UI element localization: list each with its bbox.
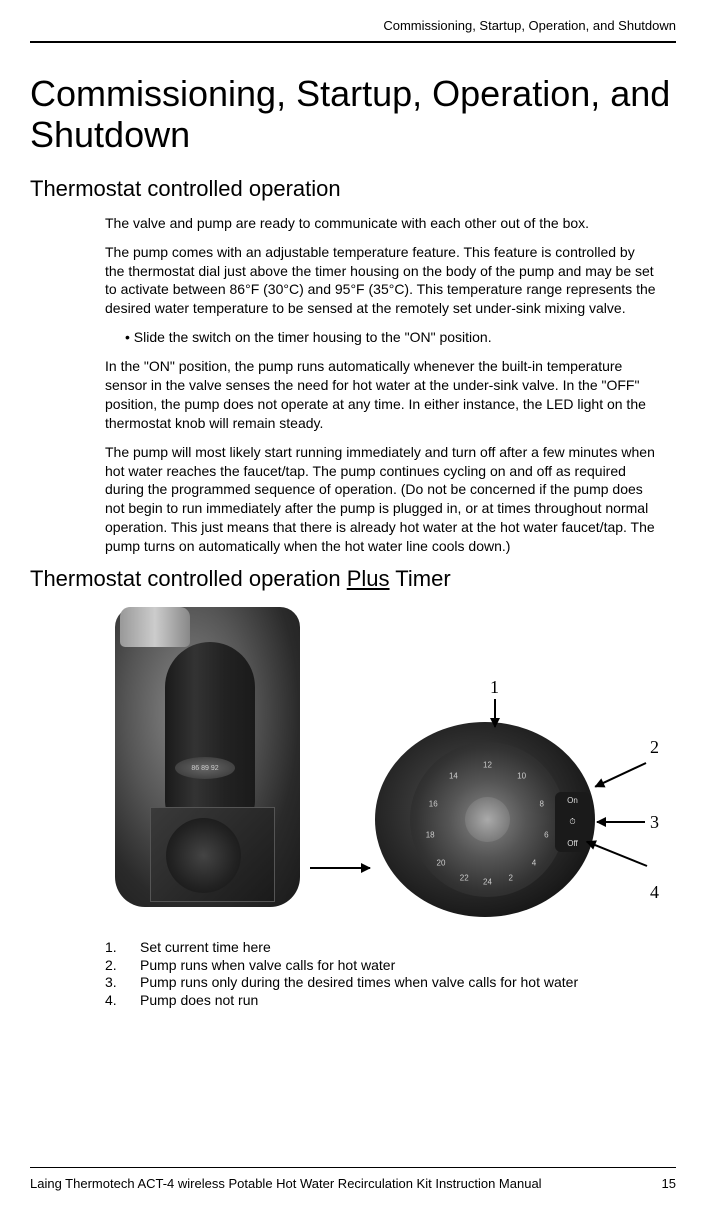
- legend-item-2: 2. Pump runs when valve calls for hot wa…: [105, 957, 676, 975]
- figure: 86 89 92 12 10 8 6 4 2 24 22 20 18 16 14: [105, 607, 676, 927]
- legend-item-1: 1. Set current time here: [105, 939, 676, 957]
- arrow-4: [586, 841, 647, 867]
- section2-title: Thermostat controlled operation Plus Tim…: [30, 566, 676, 592]
- callout-4: 4: [650, 882, 659, 903]
- callout-2: 2: [650, 737, 659, 758]
- para4: The pump will most likely start running …: [105, 443, 656, 556]
- pump-image: 86 89 92: [115, 607, 300, 907]
- header-rule: [30, 41, 676, 43]
- arrow-1: [494, 699, 496, 727]
- main-title: Commissioning, Startup, Operation, and S…: [30, 73, 676, 156]
- para3: In the "ON" position, the pump runs auto…: [105, 357, 656, 433]
- arrow-3: [597, 821, 645, 823]
- page-number: 15: [662, 1176, 676, 1191]
- legend-list: 1. Set current time here 2. Pump runs wh…: [105, 939, 676, 1009]
- para2: The pump comes with an adjustable temper…: [105, 243, 656, 319]
- para1: The valve and pump are ready to communic…: [105, 214, 656, 233]
- header-text: Commissioning, Startup, Operation, and S…: [30, 18, 676, 33]
- legend-item-3: 3. Pump runs only during the desired tim…: [105, 974, 676, 992]
- section1-title: Thermostat controlled operation: [30, 176, 676, 202]
- bullet1: • Slide the switch on the timer housing …: [125, 328, 656, 347]
- footer-manual-name: Laing Thermotech ACT-4 wireless Potable …: [30, 1176, 542, 1191]
- callout-3: 3: [650, 812, 659, 833]
- timer-image: 12 10 8 6 4 2 24 22 20 18 16 14 On ⏱ Off: [375, 722, 595, 917]
- arrow-between-images: [310, 867, 370, 869]
- callout-1: 1: [490, 677, 499, 698]
- legend-item-4: 4. Pump does not run: [105, 992, 676, 1010]
- footer-rule: [30, 1167, 676, 1168]
- footer: Laing Thermotech ACT-4 wireless Potable …: [30, 1167, 676, 1191]
- arrow-2: [595, 762, 647, 787]
